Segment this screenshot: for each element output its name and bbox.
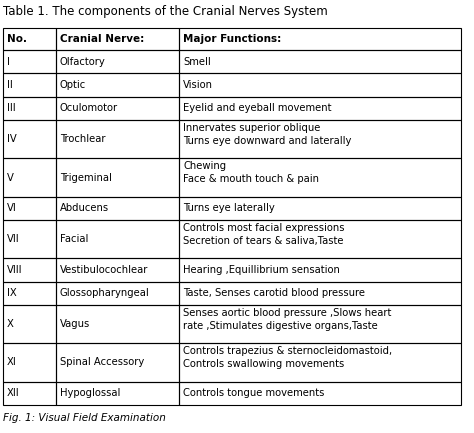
Bar bbox=[55, 305, 179, 343]
Bar bbox=[3, 343, 55, 381]
Text: Vestibulocochlear: Vestibulocochlear bbox=[60, 265, 148, 275]
Text: Fig. 1: Visual Field Examination: Fig. 1: Visual Field Examination bbox=[3, 413, 166, 423]
Text: Glossopharyngeal: Glossopharyngeal bbox=[60, 288, 149, 298]
Text: V: V bbox=[7, 172, 14, 183]
Text: VI: VI bbox=[7, 204, 17, 213]
Text: III: III bbox=[7, 103, 16, 113]
Bar bbox=[179, 28, 461, 50]
Bar bbox=[55, 197, 179, 220]
Bar bbox=[3, 120, 55, 158]
Text: Chewing
Face & mouth touch & pain: Chewing Face & mouth touch & pain bbox=[183, 162, 319, 184]
Bar bbox=[3, 73, 55, 97]
Text: Controls trapezius & sternocleidomastoid,
Controls swallowing movements: Controls trapezius & sternocleidomastoid… bbox=[183, 346, 392, 369]
Bar bbox=[3, 197, 55, 220]
Bar bbox=[3, 220, 55, 259]
Text: Olfactory: Olfactory bbox=[60, 57, 105, 67]
Bar bbox=[55, 220, 179, 259]
Bar bbox=[179, 120, 461, 158]
Text: Oculomotor: Oculomotor bbox=[60, 103, 118, 113]
Bar bbox=[55, 28, 179, 50]
Text: Cranial Nerve:: Cranial Nerve: bbox=[60, 34, 144, 44]
Bar bbox=[55, 259, 179, 282]
Bar bbox=[3, 158, 55, 197]
Text: Smell: Smell bbox=[183, 57, 211, 67]
Text: IX: IX bbox=[7, 288, 17, 298]
Bar bbox=[55, 120, 179, 158]
Bar bbox=[55, 50, 179, 73]
Text: I: I bbox=[7, 57, 10, 67]
Text: Hearing ,Equillibrium sensation: Hearing ,Equillibrium sensation bbox=[183, 265, 340, 275]
Text: Controls tongue movements: Controls tongue movements bbox=[183, 388, 325, 398]
Text: Major Functions:: Major Functions: bbox=[183, 34, 282, 44]
Text: Vision: Vision bbox=[183, 80, 213, 90]
Bar bbox=[55, 381, 179, 405]
Text: Vagus: Vagus bbox=[60, 319, 90, 329]
Bar bbox=[3, 381, 55, 405]
Bar bbox=[3, 97, 55, 120]
Text: Senses aortic blood pressure ,Slows heart
rate ,Stimulates digestive organs,Tast: Senses aortic blood pressure ,Slows hear… bbox=[183, 308, 392, 331]
Text: Trigeminal: Trigeminal bbox=[60, 172, 111, 183]
Bar bbox=[3, 28, 55, 50]
Text: XI: XI bbox=[7, 358, 17, 368]
Text: Spinal Accessory: Spinal Accessory bbox=[60, 358, 144, 368]
Text: Abducens: Abducens bbox=[60, 204, 109, 213]
Text: Eyelid and eyeball movement: Eyelid and eyeball movement bbox=[183, 103, 332, 113]
Bar bbox=[179, 73, 461, 97]
Bar bbox=[3, 259, 55, 282]
Text: IV: IV bbox=[7, 134, 17, 144]
Bar bbox=[179, 305, 461, 343]
Text: Optic: Optic bbox=[60, 80, 86, 90]
Text: Innervates superior oblique
Turns eye downward and laterally: Innervates superior oblique Turns eye do… bbox=[183, 123, 352, 146]
Text: VII: VII bbox=[7, 234, 19, 244]
Text: Table 1. The components of the Cranial Nerves System: Table 1. The components of the Cranial N… bbox=[3, 5, 328, 18]
Text: II: II bbox=[7, 80, 13, 90]
Text: Turns eye laterally: Turns eye laterally bbox=[183, 204, 275, 213]
Bar bbox=[179, 381, 461, 405]
Bar bbox=[179, 197, 461, 220]
Bar bbox=[3, 50, 55, 73]
Text: X: X bbox=[7, 319, 14, 329]
Bar bbox=[55, 97, 179, 120]
Bar bbox=[179, 343, 461, 381]
Bar bbox=[179, 158, 461, 197]
Bar bbox=[55, 73, 179, 97]
Bar bbox=[179, 220, 461, 259]
Bar bbox=[179, 97, 461, 120]
Bar bbox=[3, 305, 55, 343]
Text: Hypoglossal: Hypoglossal bbox=[60, 388, 120, 398]
Text: Trochlear: Trochlear bbox=[60, 134, 105, 144]
Bar bbox=[55, 282, 179, 305]
Bar bbox=[179, 282, 461, 305]
Bar bbox=[55, 158, 179, 197]
Bar bbox=[55, 343, 179, 381]
Text: Taste, Senses carotid blood pressure: Taste, Senses carotid blood pressure bbox=[183, 288, 365, 298]
Bar bbox=[3, 282, 55, 305]
Text: Facial: Facial bbox=[60, 234, 88, 244]
Text: Controls most facial expressions
Secretion of tears & saliva,Taste: Controls most facial expressions Secreti… bbox=[183, 223, 345, 246]
Text: XII: XII bbox=[7, 388, 19, 398]
Bar bbox=[179, 259, 461, 282]
Text: VIII: VIII bbox=[7, 265, 22, 275]
Bar bbox=[179, 50, 461, 73]
Text: No.: No. bbox=[7, 34, 27, 44]
